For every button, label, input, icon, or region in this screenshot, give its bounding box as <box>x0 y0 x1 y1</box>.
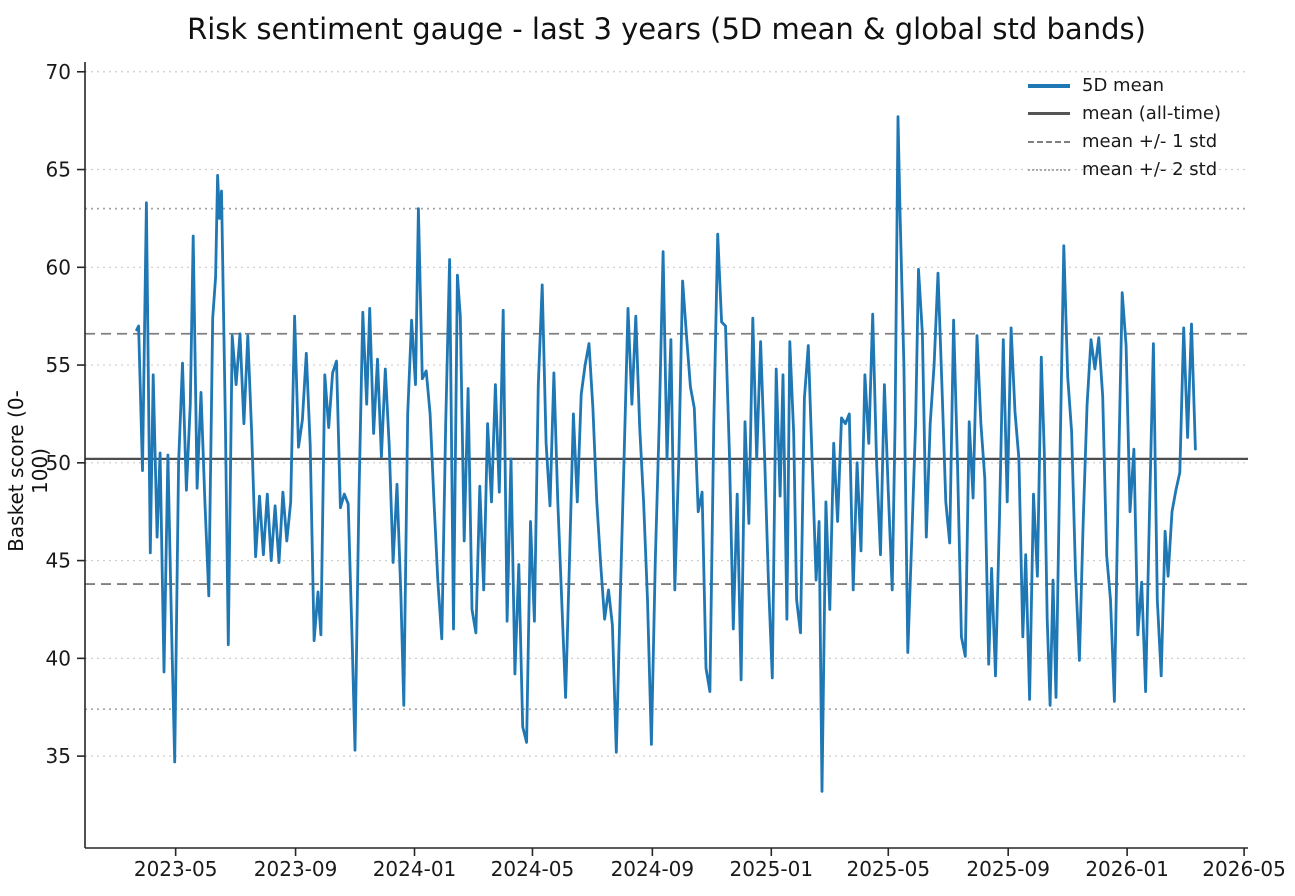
legend-label: 5D mean <box>1082 75 1165 96</box>
legend-label: mean +/- 2 std <box>1082 159 1218 180</box>
legend-line-sample <box>1028 168 1070 171</box>
legend-line-sample <box>1028 112 1070 115</box>
y-tick-label: 35 <box>46 744 71 768</box>
legend: 5D mean mean (all-time) mean +/- 1 std m… <box>1028 75 1221 180</box>
y-tick-label: 45 <box>46 549 71 573</box>
legend-item-mean-all-time: mean (all-time) <box>1028 103 1221 124</box>
x-tick-label: 2025-01 <box>730 857 814 881</box>
legend-line-sample <box>1028 140 1070 143</box>
legend-item-mean-2std: mean +/- 2 std <box>1028 159 1221 180</box>
x-tick-label: 2025-05 <box>846 857 930 881</box>
chart-title: Risk sentiment gauge - last 3 years (5D … <box>187 12 1146 46</box>
x-tick-label: 2023-09 <box>254 857 338 881</box>
x-tick-label: 2025-09 <box>966 857 1050 881</box>
5d-mean-line <box>135 115 1197 793</box>
x-tick-label: 2024-05 <box>491 857 575 881</box>
legend-label: mean (all-time) <box>1082 103 1222 124</box>
y-tick-label: 60 <box>46 255 71 279</box>
y-tick-label: 70 <box>46 60 71 84</box>
y-axis-label: Basket score (0-100) <box>4 390 52 552</box>
legend-line-sample <box>1028 83 1070 88</box>
y-tick-label: 55 <box>46 353 71 377</box>
y-tick-label: 50 <box>46 451 71 475</box>
x-tick-label: 2026-01 <box>1085 857 1169 881</box>
y-tick-label: 40 <box>46 646 71 670</box>
x-tick-label: 2023-05 <box>134 857 218 881</box>
legend-item-5d-mean: 5D mean <box>1028 75 1221 96</box>
legend-label: mean +/- 1 std <box>1082 131 1218 152</box>
legend-item-mean-1std: mean +/- 1 std <box>1028 131 1221 152</box>
y-tick-label: 65 <box>46 158 71 182</box>
x-tick-label: 2024-01 <box>373 857 457 881</box>
x-tick-label: 2024-09 <box>611 857 695 881</box>
x-tick-label: 2026-05 <box>1202 857 1286 881</box>
